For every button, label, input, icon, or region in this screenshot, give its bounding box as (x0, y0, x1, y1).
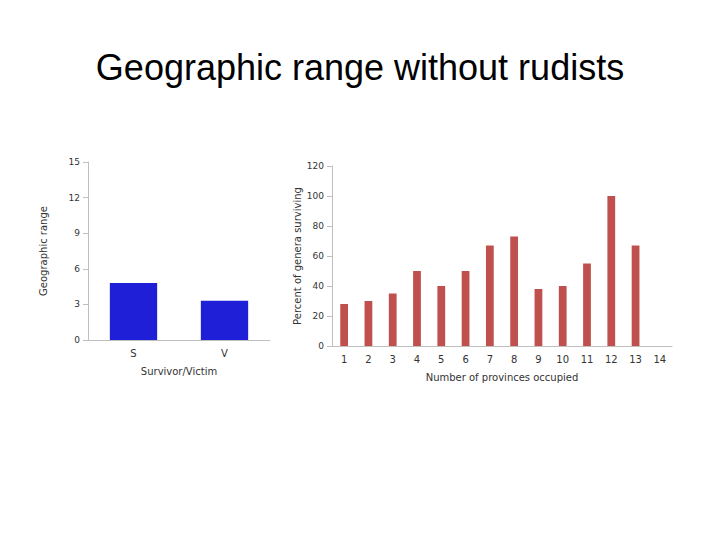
svg-text:100: 100 (307, 191, 324, 201)
svg-text:60: 60 (313, 251, 325, 261)
svg-text:13: 13 (629, 354, 642, 365)
svg-text:2: 2 (365, 354, 371, 365)
svg-text:8: 8 (511, 354, 517, 365)
svg-text:0: 0 (74, 335, 80, 345)
svg-text:120: 120 (307, 161, 324, 171)
svg-text:12: 12 (605, 354, 618, 365)
svg-text:3: 3 (390, 354, 396, 365)
svg-text:6: 6 (74, 264, 80, 274)
svg-text:6: 6 (462, 354, 468, 365)
svg-text:11: 11 (581, 354, 594, 365)
svg-text:10: 10 (556, 354, 569, 365)
svg-text:14: 14 (653, 354, 666, 365)
svg-text:4: 4 (414, 354, 420, 365)
svg-text:Geographic range without rudis: Geographic range without rudists (96, 47, 624, 88)
svg-text:Number of provinces occupied: Number of provinces occupied (426, 372, 579, 383)
svg-text:V: V (221, 348, 228, 359)
svg-text:3: 3 (74, 299, 80, 309)
svg-text:Geographic range: Geographic range (38, 206, 49, 296)
svg-text:0: 0 (318, 341, 324, 351)
svg-text:1: 1 (341, 354, 347, 365)
svg-text:80: 80 (313, 221, 325, 231)
svg-text:Percent of genera surviving: Percent of genera surviving (292, 187, 303, 325)
svg-text:S: S (130, 348, 136, 359)
svg-text:9: 9 (535, 354, 541, 365)
svg-text:12: 12 (69, 193, 80, 203)
svg-text:15: 15 (69, 157, 80, 167)
svg-text:5: 5 (438, 354, 444, 365)
svg-text:Survivor/Victim: Survivor/Victim (141, 366, 217, 377)
svg-text:7: 7 (487, 354, 493, 365)
svg-text:9: 9 (74, 228, 80, 238)
svg-text:40: 40 (313, 281, 325, 291)
svg-text:20: 20 (313, 311, 325, 321)
